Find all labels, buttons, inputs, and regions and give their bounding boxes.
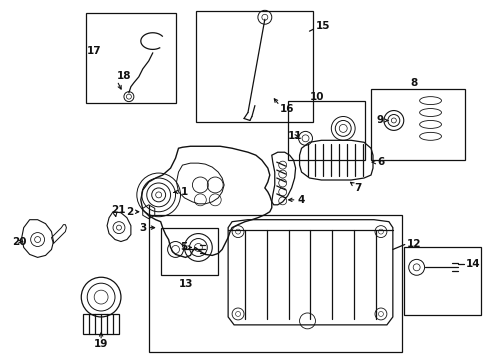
Text: 6: 6 [376,157,384,167]
Text: 14: 14 [466,259,480,269]
Text: 20: 20 [12,237,26,247]
Text: 16: 16 [279,104,294,113]
Text: 7: 7 [353,183,361,193]
Text: 8: 8 [409,78,416,88]
Bar [86,13,175,103]
Bar [370,89,464,160]
Text: 5: 5 [180,243,187,252]
Text: 17: 17 [87,46,102,56]
Text: 1: 1 [180,187,187,197]
Text: 4: 4 [297,195,305,205]
Text: 11: 11 [287,131,302,141]
Text: 3: 3 [139,222,146,233]
Text: 21: 21 [111,205,125,215]
Text: 9: 9 [376,116,383,126]
Bar [161,228,218,275]
Text: 10: 10 [309,92,324,102]
Bar [196,11,313,122]
Bar [83,314,119,334]
Bar [403,247,480,315]
Text: 15: 15 [315,21,329,31]
Text: 13: 13 [179,279,193,289]
Bar [287,100,365,160]
Text: 2: 2 [126,207,133,217]
Bar [148,215,401,352]
Text: 18: 18 [117,71,131,81]
Text: 12: 12 [406,239,420,249]
Text: 19: 19 [94,339,108,349]
